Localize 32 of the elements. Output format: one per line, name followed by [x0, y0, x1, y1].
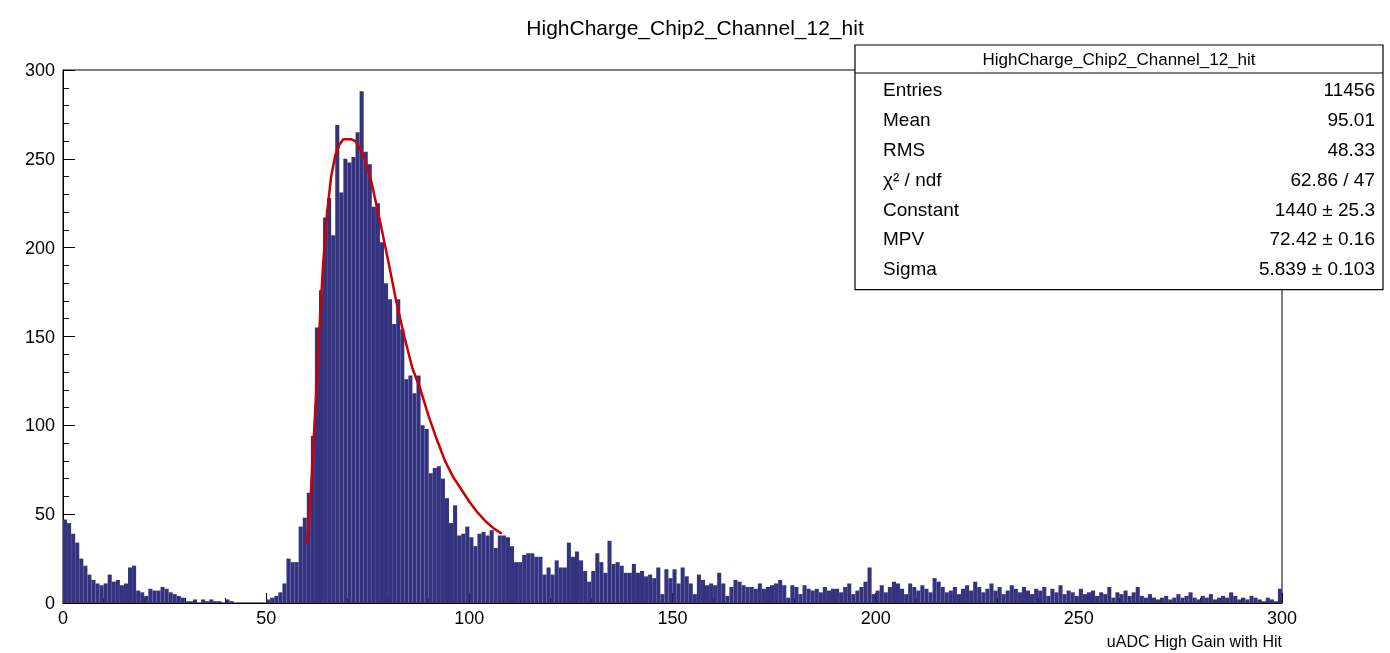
annotation: Entries: [883, 79, 943, 101]
x-tick-label: 150: [657, 608, 688, 628]
line-series: [305, 138, 504, 546]
annotation: 5.839 ± 0.103: [1258, 258, 1375, 280]
y-tick-label: 150: [24, 326, 55, 347]
y-tick-label: 300: [24, 60, 55, 80]
annotation: χ² / ndf: [883, 168, 943, 190]
annotation: RMS: [883, 139, 926, 160]
annotation: 1440 ± 25.3: [1274, 198, 1375, 220]
annotation: Constant: [883, 198, 960, 220]
y-tick-label: 200: [24, 237, 55, 258]
x-tick-label: 200: [860, 608, 891, 628]
text: HighCharge_Chip2_Channel_12_hit: [982, 49, 1256, 69]
annotation: Mean: [883, 109, 931, 131]
x-tick-label: 0: [57, 608, 69, 628]
y-tick-label: 100: [24, 415, 55, 436]
annotation: Sigma: [883, 258, 938, 280]
chart-title: HighCharge_Chip2_Channel_12_hit: [526, 16, 864, 40]
annotation: 72.42 ± 0.16: [1269, 228, 1375, 250]
x-tick-label: 300: [1266, 608, 1298, 628]
x-axis-title: uADC High Gain with Hit: [1106, 632, 1283, 650]
text: 11456: [1323, 79, 1375, 101]
text: 95.01: [1327, 109, 1375, 131]
annotation: MPV: [883, 228, 925, 250]
y-tick-label: 250: [24, 148, 55, 169]
text: 48.33: [1327, 139, 1375, 160]
x-tick-label: 50: [256, 608, 277, 628]
y-tick-label: 50: [34, 504, 55, 525]
x-tick-label: 250: [1063, 608, 1094, 628]
x-tick-label: 100: [454, 608, 485, 628]
text: 62.86 / 47: [1290, 168, 1375, 190]
y-tick-label: 0: [44, 593, 55, 613]
